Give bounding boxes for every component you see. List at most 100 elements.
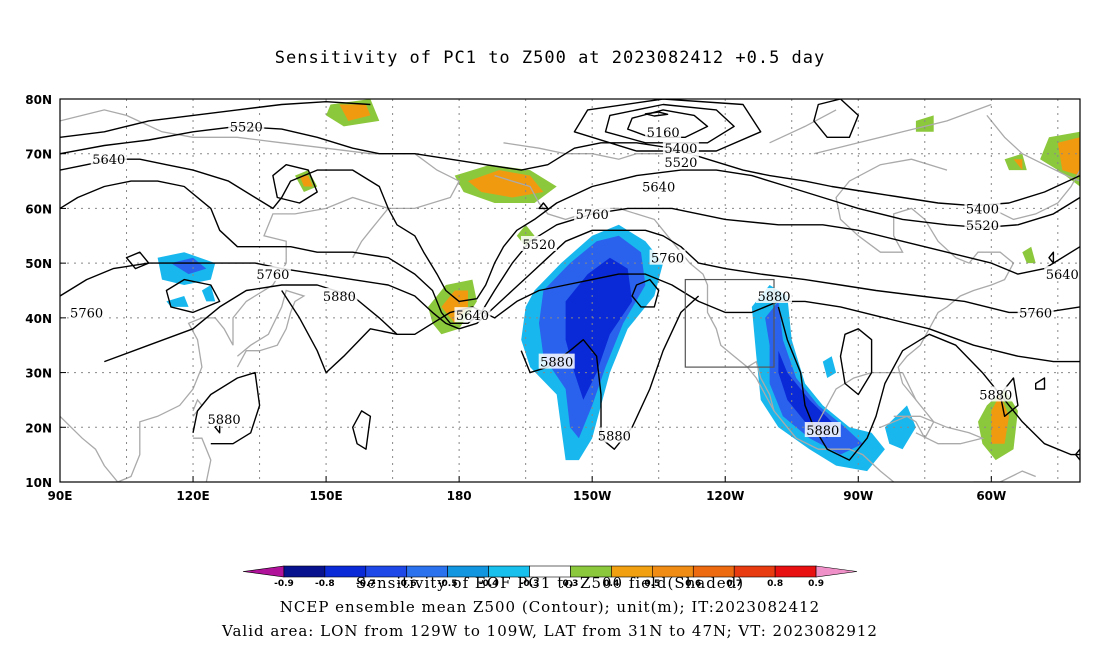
contour-label-bg <box>964 216 1001 232</box>
z500-contour-line <box>60 229 1080 330</box>
colorbar-label: 0.6 <box>685 579 701 589</box>
contour-labels: 5520564051605400552056405760552057605760… <box>68 118 1081 444</box>
colorbar-cell <box>815 565 858 578</box>
z500-contours <box>60 99 1080 461</box>
contour-label: 5160 <box>647 126 680 141</box>
colorbar-label: -0.4 <box>479 579 499 589</box>
contour-label-bg <box>804 422 841 438</box>
coastline <box>60 109 460 482</box>
coastline <box>991 169 1080 221</box>
shade-blob <box>991 394 1009 444</box>
contour-label: 5880 <box>757 290 790 305</box>
z500-contour-line <box>125 251 150 270</box>
z500-contour-line <box>839 328 873 396</box>
colorbar-label: -0.3 <box>520 579 540 589</box>
lat-tick-label: 60N <box>25 202 52 216</box>
contour-label: 5760 <box>1019 306 1052 321</box>
contour-label-bg <box>90 151 127 167</box>
lat-tick-label: 50N <box>25 257 52 271</box>
coastline <box>813 103 992 155</box>
z500-contour-line <box>165 278 221 314</box>
contour-label-bg <box>662 140 699 156</box>
contour-label: 5520 <box>664 156 697 171</box>
contour-label-bg <box>68 304 105 320</box>
z500-contour-line <box>1048 251 1055 264</box>
caption-contour: NCEP ensemble mean Z500 (Contour); unit(… <box>279 598 821 616</box>
colorbar-label: 0.5 <box>644 579 660 589</box>
colorbar-label: 0.8 <box>767 579 783 589</box>
z500-contour-line <box>538 202 549 210</box>
shade-blob <box>1013 159 1023 171</box>
shade-blob <box>201 285 216 302</box>
shade-blob <box>765 301 863 455</box>
shade-blob <box>1057 137 1080 176</box>
shade-blob <box>565 257 633 400</box>
contour-label-bg <box>538 353 575 369</box>
z500-contour-line <box>352 410 372 450</box>
shade-blob <box>1022 246 1036 264</box>
contour-label-bg <box>574 205 611 221</box>
shade-blob <box>339 104 371 121</box>
lon-tick-label: 150W <box>573 489 611 503</box>
lon-tick-label: 90E <box>48 489 73 503</box>
z500-contour-line <box>272 164 318 204</box>
contour-label: 5640 <box>642 181 675 196</box>
z500-contour-line <box>999 377 1019 417</box>
contour-label: 5880 <box>806 424 839 439</box>
contour-label-bg <box>254 266 291 282</box>
coastline <box>236 289 306 368</box>
coastline <box>747 360 775 412</box>
lon-tick-label: 120E <box>176 489 209 503</box>
shade-blob <box>299 175 313 187</box>
contour-label-bg <box>640 178 677 194</box>
coastline <box>986 114 1080 182</box>
valid-area-rect <box>684 278 775 368</box>
z500-contour-line <box>604 103 735 144</box>
shade-blob <box>915 115 934 132</box>
shade-blob <box>822 356 837 378</box>
contour-label: 5880 <box>540 356 573 371</box>
lon-tick-label: 150E <box>309 489 342 503</box>
z500-contour-line <box>777 306 1080 461</box>
colorbar-label: -0.5 <box>438 579 458 589</box>
coastline <box>893 415 985 445</box>
colorbar-label: 0.9 <box>808 579 824 589</box>
contour-label: 5880 <box>208 413 241 428</box>
z500-contour-line <box>813 99 859 138</box>
z500-contour-line <box>627 109 709 138</box>
contour-label-bg <box>645 123 682 139</box>
z500-contour-line <box>60 125 1080 207</box>
contour-label-bg <box>454 307 491 323</box>
lon-tick-label: 120W <box>706 489 744 503</box>
colorbar-label: -0.8 <box>315 579 335 589</box>
contour-label: 5760 <box>651 252 684 267</box>
contour-label: 5520 <box>230 120 263 135</box>
shade-blob <box>170 257 207 275</box>
contour-label: 5640 <box>456 309 489 324</box>
coastline <box>60 415 119 482</box>
contour-label-bg <box>756 287 792 303</box>
contour-label: 5640 <box>92 153 125 168</box>
colorbar-label: 0.4 <box>603 579 619 589</box>
lon-tick-label: 180 <box>447 489 472 503</box>
contour-label: 5880 <box>323 290 356 305</box>
coastline <box>817 371 935 440</box>
contour-label: 5400 <box>966 202 999 217</box>
contour-label-bg <box>1044 266 1081 282</box>
z500-contour-line <box>60 180 1080 324</box>
contour-label-bg <box>321 287 358 303</box>
contour-label: 5760 <box>70 306 103 321</box>
contour-label: 5760 <box>576 208 609 223</box>
lat-tick-label: 20N <box>25 421 52 435</box>
contour-label: 5760 <box>256 268 289 283</box>
z500-contour-line <box>60 101 371 138</box>
z500-contour-line <box>1035 377 1046 390</box>
contour-label-bg <box>206 411 243 427</box>
contour-label-bg <box>662 153 699 169</box>
chart-title: Sensitivity of PC1 to Z500 at 2023082412… <box>274 48 826 68</box>
lon-tick-label: 90W <box>843 489 873 503</box>
z500-contour-line <box>60 158 1080 303</box>
shade-blob <box>468 170 544 198</box>
lat-tick-label: 70N <box>25 148 52 162</box>
